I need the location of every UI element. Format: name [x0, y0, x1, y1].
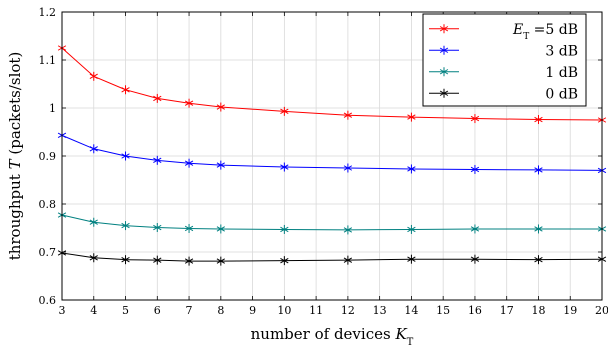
legend-item: 1 dB	[429, 65, 578, 81]
x-tick-label: 9	[249, 304, 256, 317]
data-point-marker	[121, 255, 130, 265]
legend-box	[422, 13, 587, 107]
data-point-marker	[407, 224, 416, 234]
legend-item: 0 dB	[429, 86, 578, 102]
series-line	[61, 134, 603, 171]
legend-label: 0 dB	[545, 86, 578, 102]
y-tick-label: 0.7	[39, 246, 57, 259]
data-point-marker	[216, 224, 225, 234]
data-point-marker	[153, 223, 162, 233]
data-point-marker	[470, 224, 480, 234]
data-point-marker	[184, 223, 194, 233]
x-tick-label: 5	[122, 304, 129, 317]
y-tick-label: 0.9	[39, 150, 57, 163]
x-tick-label: 15	[436, 304, 450, 317]
data-point-marker	[280, 162, 289, 172]
series-0	[57, 43, 607, 125]
data-point-marker	[534, 224, 543, 234]
series-line	[61, 214, 602, 231]
data-point-marker	[439, 24, 449, 34]
legend-label: 3 dB	[545, 43, 578, 59]
data-point-marker	[153, 155, 162, 165]
data-point-marker	[216, 256, 225, 266]
data-point-marker	[153, 93, 162, 103]
data-point-marker	[216, 160, 225, 170]
legend-label: 1 dB	[545, 65, 578, 81]
data-point-marker	[343, 163, 353, 173]
x-tick-label: 8	[217, 304, 224, 317]
data-point-marker	[184, 158, 194, 168]
data-point-marker	[89, 253, 98, 263]
data-point-marker	[534, 165, 543, 175]
x-axis-ticks: 3 4 5 6 7 8 9 10 11 12 13 14 15 16 17 18 19 20	[59, 12, 608, 317]
y-tick-label: 1.1	[39, 54, 57, 67]
x-tick-label: 13	[373, 304, 387, 317]
data-point-marker	[439, 88, 449, 98]
y-axis-ticks: 0.6 0.7 0.8 0.9 1 1.1 1.2	[39, 6, 602, 307]
x-tick-label: 17	[500, 304, 514, 317]
series-2	[57, 210, 607, 235]
series-1	[57, 130, 607, 175]
x-tick-label: 12	[341, 304, 355, 317]
x-tick-label: 6	[154, 304, 161, 317]
data-point-marker	[343, 110, 353, 120]
y-axis-label: throughput T (packets/slot)	[6, 52, 24, 261]
x-tick-label: 20	[595, 304, 608, 317]
data-point-marker	[280, 106, 289, 116]
data-point-marker	[89, 71, 98, 81]
x-tick-label: 10	[277, 304, 291, 317]
data-point-marker	[470, 114, 480, 124]
data-point-marker	[407, 112, 416, 122]
x-tick-label: 16	[468, 304, 482, 317]
legend: ET =5 dB3 dB 1 dB 0 dB	[422, 13, 587, 107]
legend-item: ET =5 dB	[429, 22, 578, 42]
x-tick-label: 4	[90, 304, 97, 317]
x-tick-label: 11	[309, 304, 323, 317]
data-point-marker	[280, 256, 289, 266]
y-tick-label: 0.6	[39, 294, 57, 307]
data-point-marker	[470, 164, 480, 174]
x-axis-label: number of devices KT	[251, 325, 414, 348]
x-tick-label: 18	[531, 304, 545, 317]
series-3	[57, 248, 607, 266]
legend-item: 3 dB	[429, 43, 578, 59]
data-point-marker	[534, 255, 543, 265]
data-point-marker	[153, 255, 162, 265]
y-tick-label: 1.2	[39, 6, 57, 19]
data-point-marker	[407, 254, 416, 264]
data-point-marker	[216, 102, 225, 112]
y-tick-label: 1	[49, 102, 56, 115]
legend-label: ET =5 dB	[512, 22, 578, 42]
data-point-marker	[280, 224, 289, 234]
data-point-marker	[89, 144, 98, 154]
x-tick-label: 19	[563, 304, 577, 317]
x-tick-label: 7	[186, 304, 193, 317]
data-point-marker	[439, 67, 449, 77]
x-tick-label: 14	[404, 304, 418, 317]
data-point-marker	[121, 151, 130, 161]
y-tick-label: 0.8	[39, 198, 57, 211]
data-point-marker	[343, 225, 353, 235]
data-point-marker	[439, 45, 449, 55]
data-point-marker	[407, 164, 416, 174]
x-tick-label: 3	[59, 304, 66, 317]
data-point-marker	[89, 217, 98, 227]
data-point-marker	[534, 115, 543, 125]
data-point-marker	[470, 254, 480, 264]
data-point-marker	[121, 85, 130, 95]
data-point-marker	[121, 221, 130, 231]
series-line	[61, 47, 603, 121]
data-point-marker	[184, 98, 194, 108]
series-line	[61, 252, 603, 262]
data-point-marker	[184, 256, 194, 266]
data-point-marker	[343, 255, 353, 265]
